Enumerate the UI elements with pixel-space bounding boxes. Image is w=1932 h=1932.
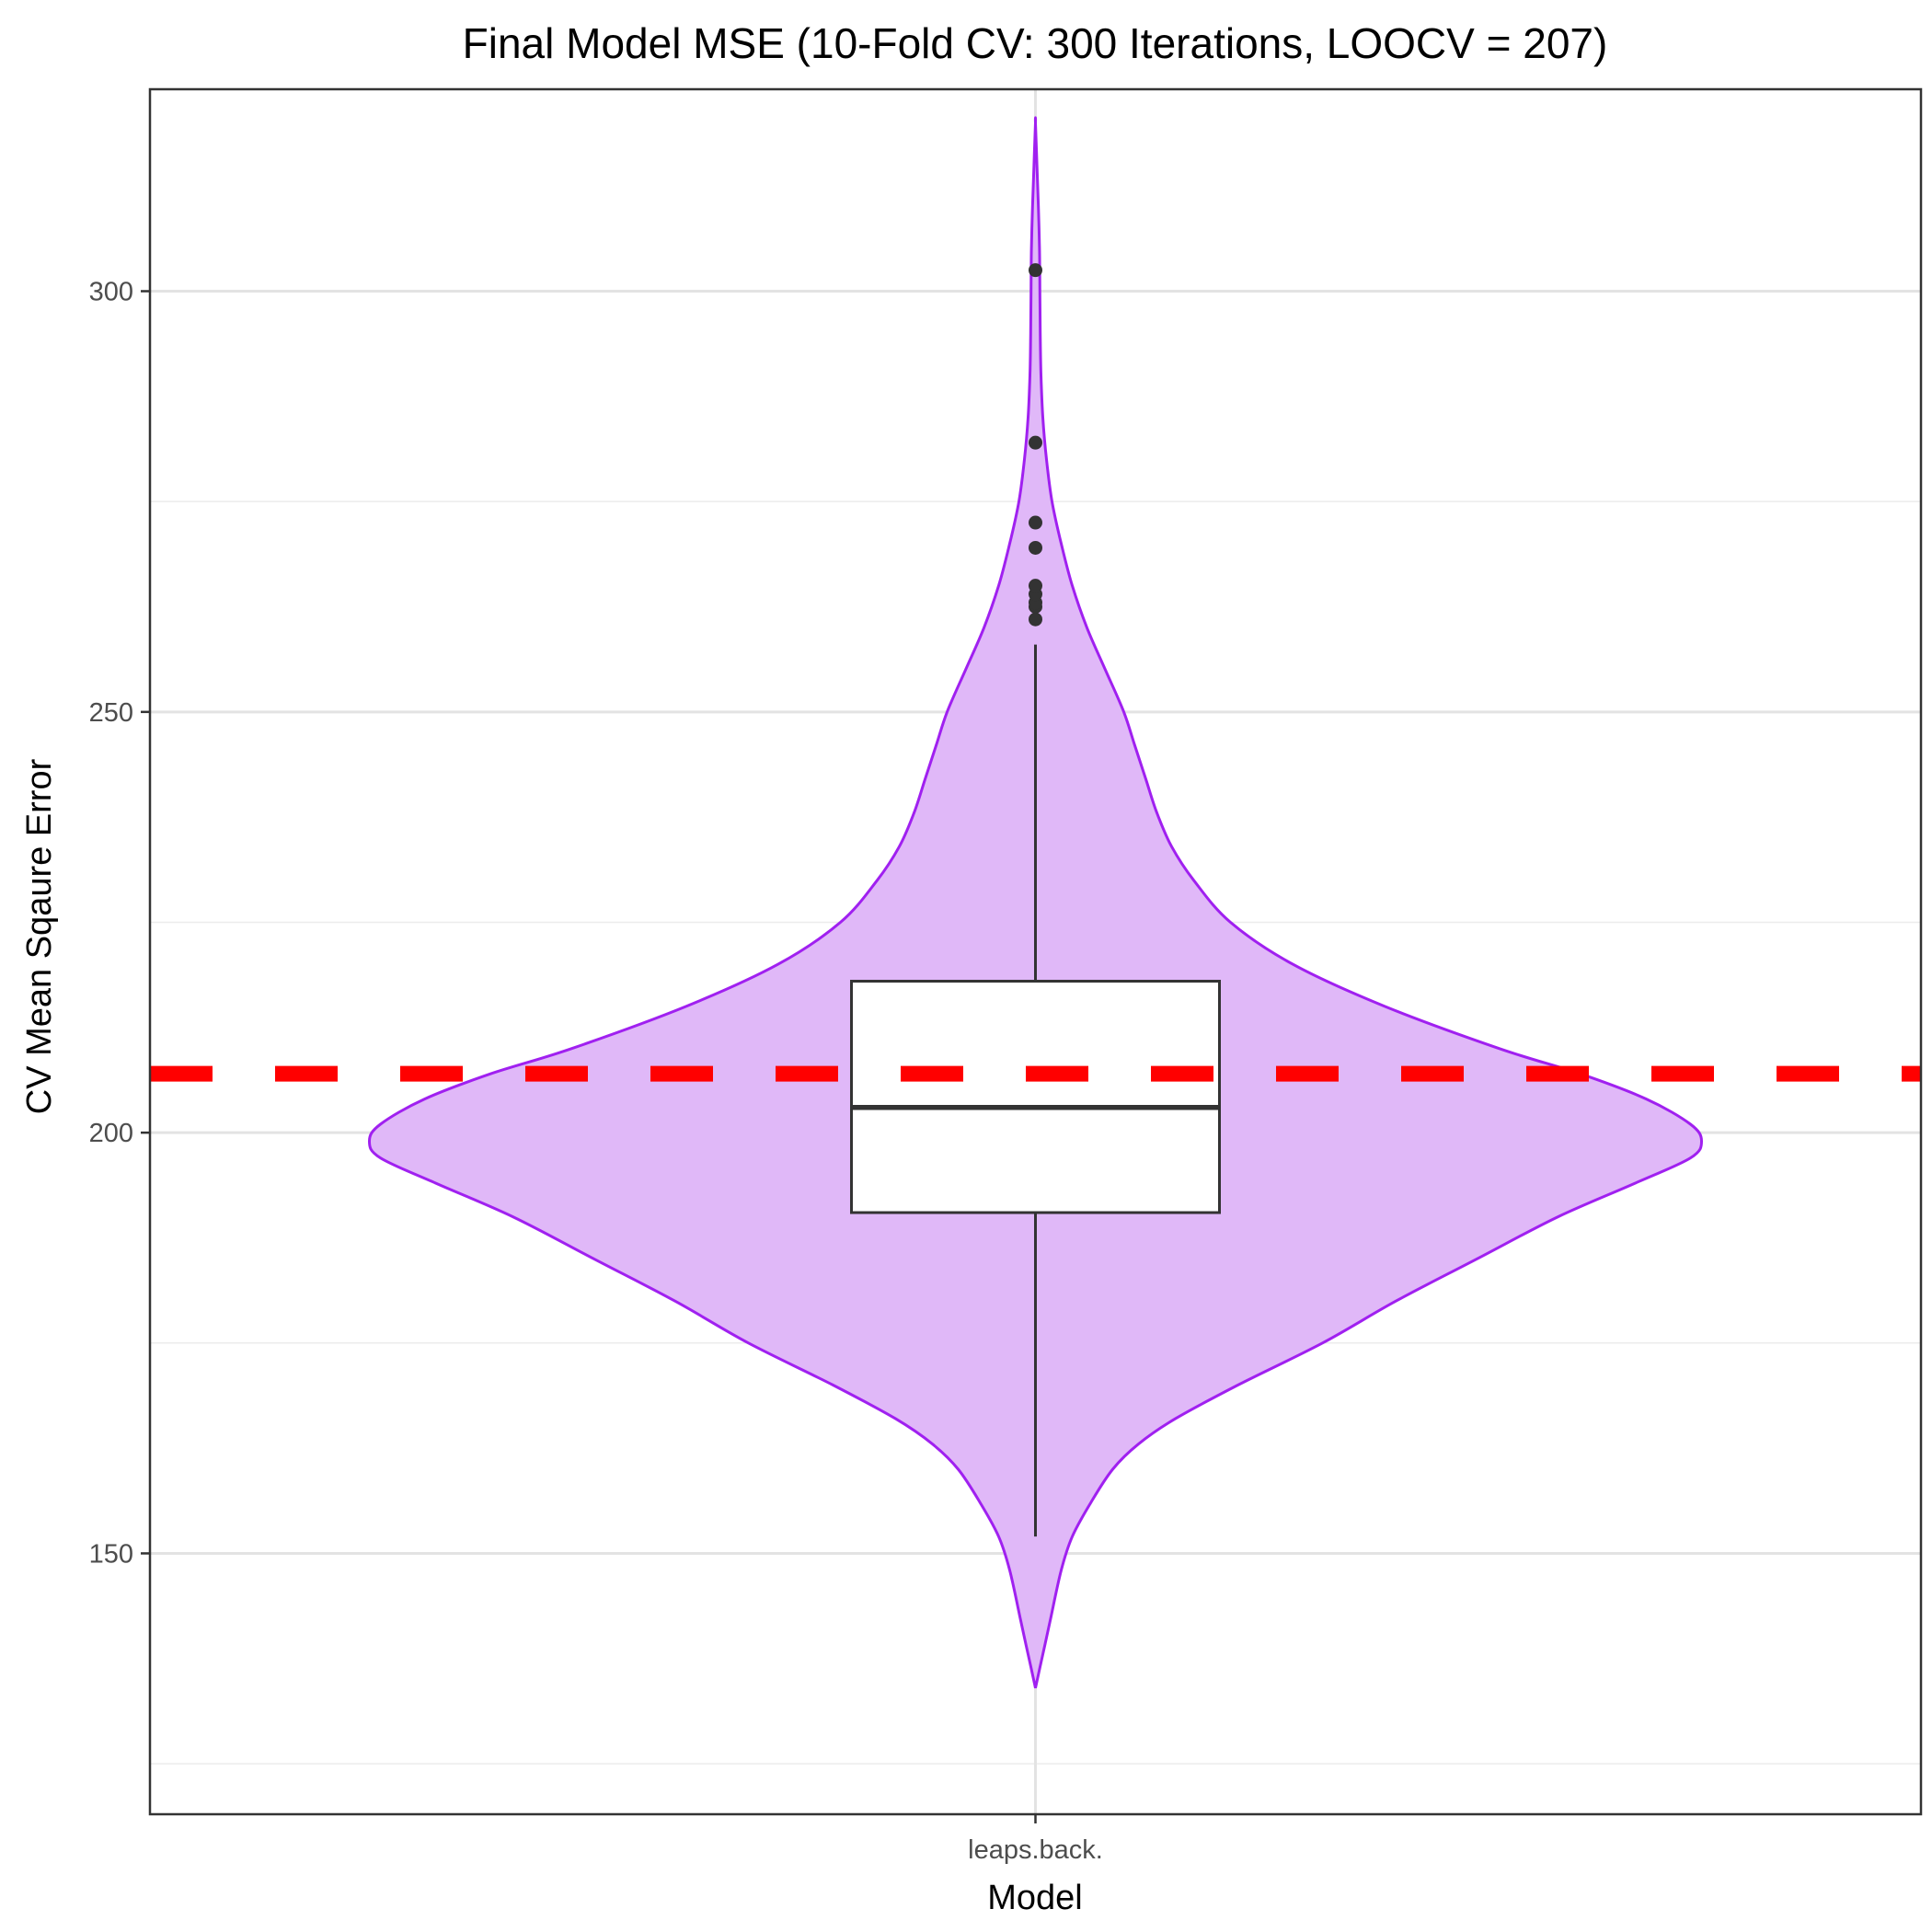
outlier-point	[1029, 540, 1042, 555]
axis-ticks: 150 200 250 300 leaps.back.	[89, 278, 1103, 1865]
outlier-point	[1029, 612, 1042, 627]
x-tick-label: leaps.back.	[968, 1835, 1103, 1865]
y-tick-label: 300	[89, 278, 133, 307]
y-tick-label: 150	[89, 1539, 133, 1569]
outlier-point	[1029, 515, 1042, 530]
outlier-point	[1029, 579, 1042, 593]
y-tick-label: 250	[89, 698, 133, 728]
outlier-point	[1029, 263, 1042, 278]
y-axis-label: CV Mean Sqaure Error	[20, 758, 59, 1114]
x-axis-label: Model	[987, 1879, 1083, 1917]
boxplot-layer	[850, 263, 1221, 1537]
y-tick-label: 200	[89, 1119, 133, 1148]
chart-title: Final Model MSE (10-Fold CV: 300 Iterati…	[463, 19, 1608, 67]
outlier-point	[1029, 435, 1042, 450]
box-iqr	[850, 980, 1221, 1214]
